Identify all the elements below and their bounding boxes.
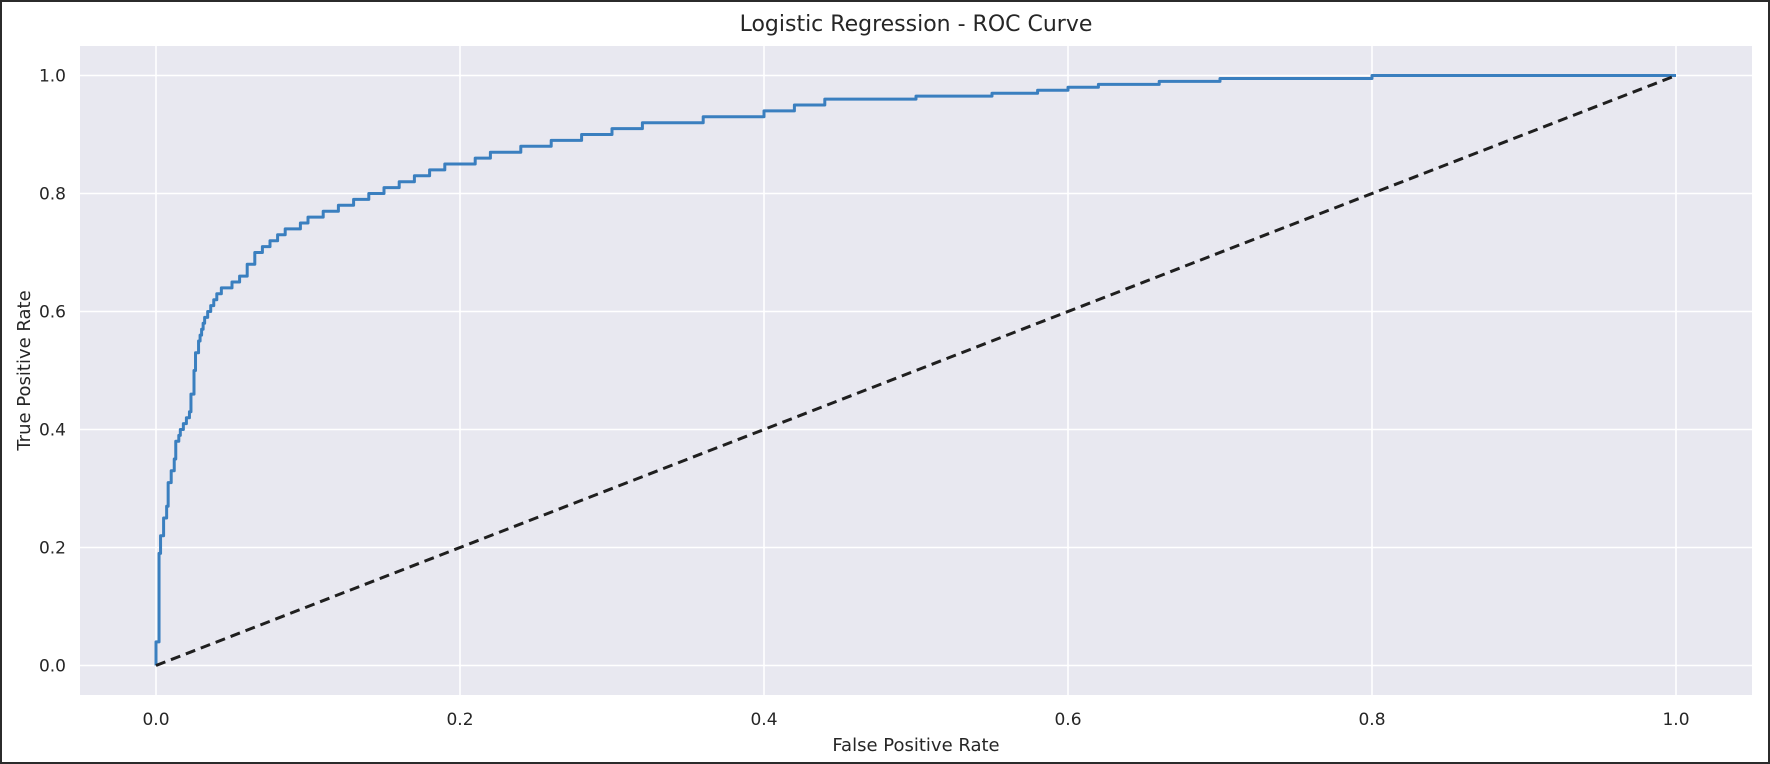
x-tick-label: 0.0: [142, 710, 169, 730]
x-tick-label: 0.6: [1054, 710, 1081, 730]
y-axis-label: True Positive Rate: [14, 290, 35, 451]
y-tick-label: 0.4: [39, 421, 66, 441]
tick-labels: 0.0 0.2 0.4 0.6 0.8 1.0 0.0 0.2 0.4 0.6 0.8 1.0: [39, 67, 1690, 731]
y-tick-label: 0.2: [39, 539, 66, 559]
x-axis-label: False Positive Rate: [832, 735, 999, 756]
chart-title: Logistic Regression - ROC Curve: [740, 12, 1093, 37]
y-tick-label: 0.6: [39, 303, 66, 323]
y-tick-label: 1.0: [39, 67, 66, 87]
grid: [80, 46, 1752, 695]
y-tick-label: 0.0: [39, 657, 66, 677]
series-layer: [154, 74, 1677, 667]
x-tick-label: 1.0: [1662, 710, 1689, 730]
x-tick-label: 0.4: [750, 710, 777, 730]
x-tick-label: 0.8: [1358, 710, 1385, 730]
y-tick-label: 0.8: [39, 185, 66, 205]
x-tick-label: 0.2: [446, 710, 473, 730]
roc-curve-line: [154, 74, 1676, 666]
